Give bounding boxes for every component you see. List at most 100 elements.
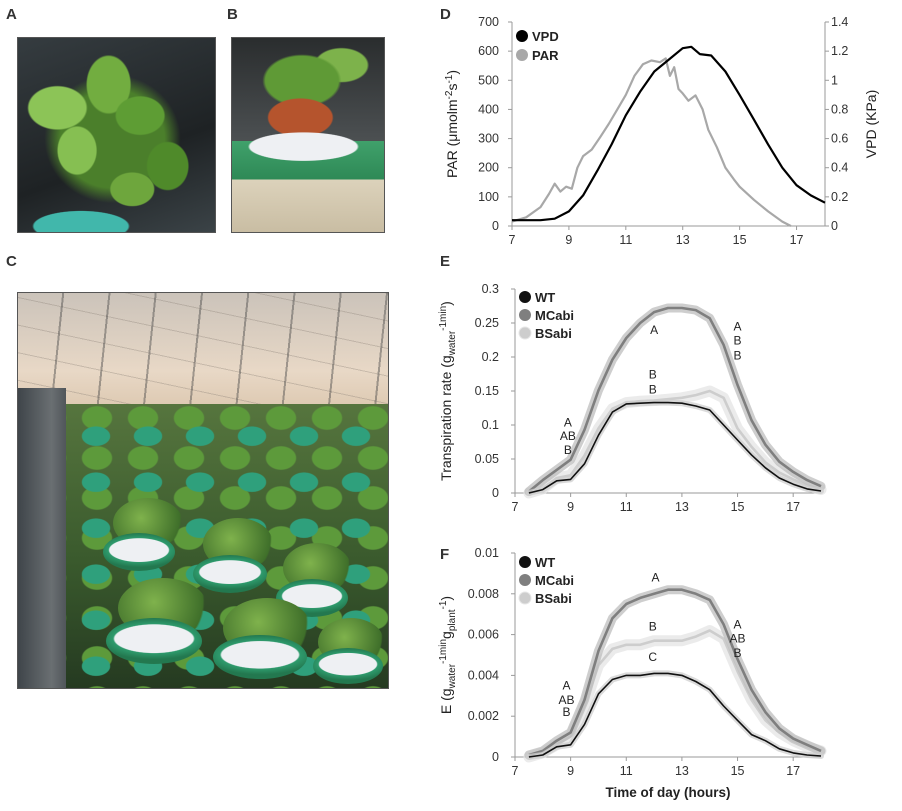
- panel-label-a: A: [6, 6, 17, 23]
- y2-axis-label: VPD (KPa): [863, 90, 879, 158]
- y-axis-label-part: -1: [438, 600, 449, 609]
- significance-letter: A: [734, 617, 742, 631]
- pot: [213, 635, 307, 679]
- photo-greenhouse-rows: [18, 293, 388, 688]
- panel-label-f: F: [440, 546, 450, 563]
- x-tick-label: 7: [512, 764, 519, 778]
- legend-marker-bsabi: [518, 591, 532, 605]
- series-line-mcabi: [528, 306, 822, 493]
- x-tick-label: 11: [619, 233, 632, 247]
- y-tick-label: 0.3: [482, 282, 499, 296]
- chart-panel-f: 0 0.002 0.004 0.006 0.008 0.01 7 9 11 13 15 17 E (gw…: [438, 546, 827, 800]
- y-tick-label: 0.002: [468, 709, 499, 723]
- y-axis-label-part: water: [447, 330, 458, 356]
- legend-marker-vpd: [516, 30, 528, 42]
- series-line-wt: [528, 672, 822, 758]
- y-tick-label: 500: [478, 73, 499, 87]
- legend-marker-bsabi: [518, 326, 532, 340]
- series-line-wt: [528, 401, 822, 494]
- y2-tick-label: 0: [831, 219, 838, 233]
- y2-tick-label: 0.6: [831, 132, 848, 146]
- y-tick-label: 400: [478, 102, 499, 116]
- y-tick-label: 0.25: [475, 316, 499, 330]
- y-tick-label: 600: [478, 44, 499, 58]
- y-axis-label-part: plant: [447, 609, 458, 631]
- y-axis-label-part: -1min: [438, 639, 449, 664]
- y-tick-label: 700: [478, 15, 499, 29]
- significance-letter: B: [649, 368, 657, 382]
- y-tick-label: 0.1: [482, 418, 499, 432]
- y-axis-label-part: -1: [444, 74, 455, 83]
- significance-letter: AB: [730, 632, 746, 646]
- y2-tick-label: 1.2: [831, 44, 848, 58]
- y-tick-label: 0: [492, 486, 499, 500]
- series-line-vpd: [512, 45, 826, 222]
- y2-tick-label: 0.8: [831, 102, 848, 116]
- x-tick-label: 17: [790, 233, 804, 247]
- legend-marker-wt: [519, 556, 531, 568]
- y-axis-label-part: PAR (μmolm: [444, 99, 460, 178]
- x-tick-label: 13: [676, 233, 690, 247]
- y-axis-label-part: s: [444, 84, 460, 91]
- x-tick-label: 11: [620, 500, 633, 514]
- x-tick-label: 17: [786, 764, 800, 778]
- y-tick-label: 0.15: [475, 384, 499, 398]
- x-tick-label: 7: [512, 500, 519, 514]
- y-axis-label-part: ): [438, 301, 454, 306]
- y-tick-label: 0.004: [468, 668, 499, 682]
- y-axis-label-part: Transpiration rate (g: [438, 355, 454, 481]
- significance-letter: AB: [560, 429, 576, 443]
- y-tick-label: 300: [478, 132, 499, 146]
- greenhouse-side-wall: [18, 387, 67, 688]
- y2-tick-label: 1: [831, 73, 838, 87]
- legend-marker-mcabi: [519, 309, 531, 321]
- significance-letter: A: [562, 679, 570, 693]
- y2-tick-label: 1.4: [831, 15, 848, 29]
- y-axis-label-part: -1min: [438, 306, 449, 331]
- pot: [106, 618, 202, 664]
- y-axis-label-part: ): [438, 596, 454, 601]
- significance-letter: B: [564, 443, 572, 457]
- legend-marker-wt: [519, 291, 531, 303]
- pot: [103, 533, 175, 571]
- legend-label-bsabi: BSabi: [535, 326, 572, 341]
- chart-panel-e: 0 0.05 0.1 0.15 0.2 0.25 0.3 7 9 11 13 15 17 Transpir…: [438, 282, 827, 514]
- x-tick-label: 13: [675, 764, 689, 778]
- significance-letter: A: [564, 415, 572, 429]
- legend-label-bsabi: BSabi: [535, 591, 572, 606]
- panel-label-e: E: [440, 253, 451, 270]
- legend-label-mcabi: MCabi: [535, 573, 574, 588]
- x-tick-label: 9: [567, 500, 574, 514]
- significance-letter: B: [734, 646, 742, 660]
- significance-letter: B: [734, 334, 742, 348]
- y-tick-label: 0.008: [468, 587, 499, 601]
- x-tick-label: 15: [731, 500, 745, 514]
- significance-letter: A: [651, 570, 659, 584]
- y-axis-label: E (gwater-1mingplant-1): [438, 596, 458, 714]
- significance-letter: C: [648, 650, 657, 664]
- x-tick-label: 11: [620, 764, 633, 778]
- y-axis-label-part: water: [447, 663, 458, 689]
- y-tick-label: 0.01: [475, 546, 499, 560]
- x-tick-label: 9: [565, 233, 572, 247]
- y-axis-label: Transpiration rate (gwater-1min): [438, 301, 458, 481]
- x-tick-label: 15: [733, 233, 747, 247]
- y-axis-label-part: ): [444, 70, 460, 75]
- legend-label-par: PAR: [532, 48, 559, 63]
- y-tick-label: 0.2: [482, 350, 499, 364]
- y-tick-label: 100: [478, 190, 499, 204]
- significance-letter: B: [649, 619, 657, 633]
- y-tick-label: 200: [478, 161, 499, 175]
- photo-plant-top-view: [18, 38, 215, 232]
- x-tick-label: 13: [675, 500, 689, 514]
- y-axis-label-part: g: [438, 631, 454, 639]
- y-axis-label-part: -2: [444, 90, 455, 99]
- chart-panel-d: 0 100 200 300 400 500 600 700 0 0.2 0.4 0.6 0.8 1 1.2 1…: [444, 15, 879, 247]
- y-tick-label: 0: [492, 219, 499, 233]
- series-band-wt: [525, 670, 824, 760]
- y2-tick-label: 0.4: [831, 161, 848, 175]
- x-tick-label: 7: [509, 233, 516, 247]
- legend-label-mcabi: MCabi: [535, 308, 574, 323]
- x-tick-label: 15: [731, 764, 745, 778]
